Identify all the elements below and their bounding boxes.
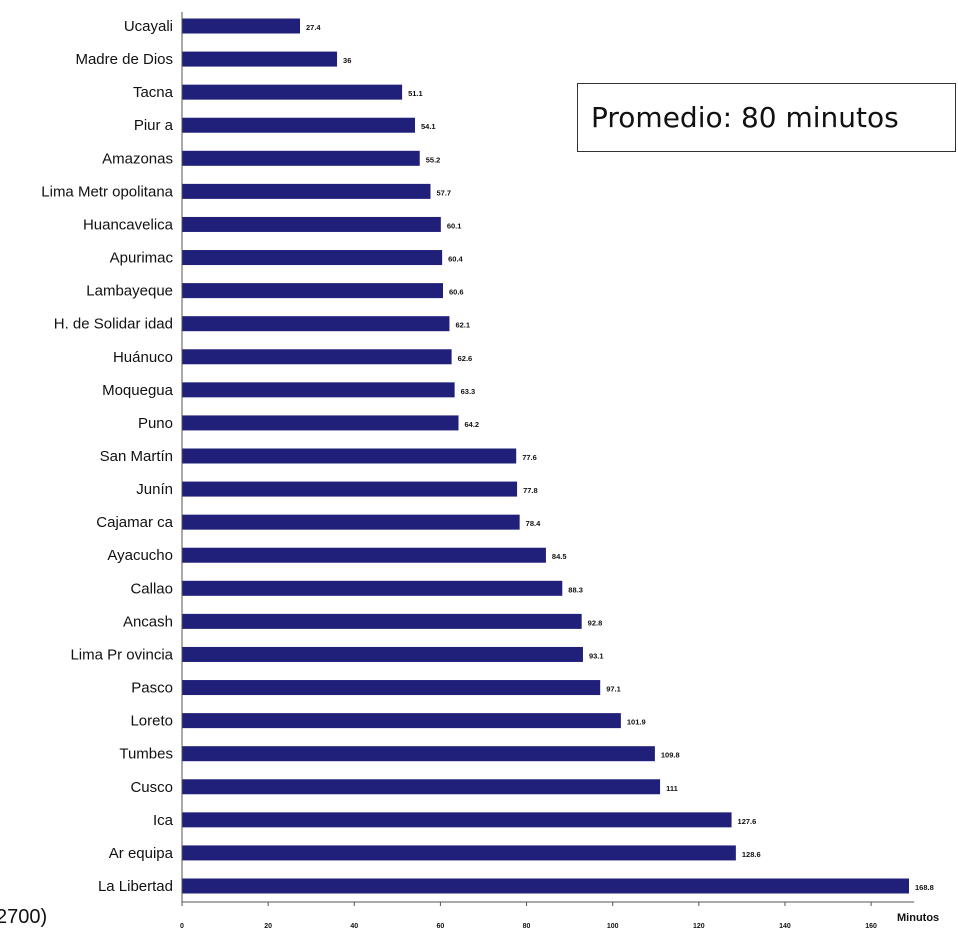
value-label: 93.1 [589, 651, 604, 660]
bar [182, 316, 450, 332]
category-label: Ica [153, 812, 174, 829]
category-label: Cusco [130, 779, 173, 796]
value-label: 51.1 [408, 89, 423, 98]
bar [182, 150, 420, 166]
category-label: Loreto [130, 713, 173, 730]
category-label: La Libertad [98, 878, 173, 895]
category-label: Cajamar ca [96, 514, 173, 531]
value-labels: 27.4 36 51.1 54.1 55.2 57.7 60.1 60.4 60.6 62.1 62… [306, 23, 934, 892]
category-label: Huancavelica [83, 216, 174, 233]
value-label: 88.3 [568, 585, 583, 594]
category-label: Madre de Dios [75, 51, 173, 68]
bar [182, 216, 441, 232]
category-label: Ar equipa [109, 845, 174, 862]
value-label: 97.1 [606, 685, 621, 694]
value-label: 78.4 [526, 519, 541, 528]
x-axis-title: Minutos [897, 912, 939, 924]
value-label: 77.8 [523, 486, 538, 495]
bar [182, 713, 621, 729]
bar [182, 448, 517, 464]
category-label: Lima Metr opolitana [41, 183, 173, 200]
category-label: Puno [138, 415, 173, 432]
x-tick-label: 20 [264, 923, 272, 929]
value-label: 77.6 [522, 453, 537, 462]
bar [182, 878, 909, 894]
x-tick-label: 80 [523, 923, 531, 929]
category-label: Moquegua [102, 382, 174, 399]
average-callout: Promedio: 80 minutos [577, 83, 956, 152]
category-label: Piur a [134, 117, 174, 134]
value-label: 111 [666, 784, 678, 793]
bar [182, 481, 518, 497]
bar [182, 415, 459, 431]
value-label: 127.6 [738, 817, 757, 826]
x-tick-label: 0 [180, 923, 184, 929]
category-label: Lambayeque [86, 283, 173, 300]
value-label: 62.6 [458, 354, 473, 363]
x-tick-label: 40 [350, 923, 358, 929]
value-label: 168.8 [915, 883, 934, 892]
category-label: Ucayali [124, 18, 173, 35]
value-label: 128.6 [742, 850, 761, 859]
category-label: Callao [130, 580, 173, 597]
bar [182, 779, 661, 795]
bar [182, 250, 443, 266]
category-label: Tacna [133, 84, 174, 101]
bar [182, 51, 338, 67]
category-label: H. de Solidar idad [54, 316, 173, 333]
bars [182, 18, 909, 894]
x-tick-label: 140 [779, 923, 791, 929]
value-label: 92.8 [588, 618, 603, 627]
category-label: Apurimac [110, 250, 174, 267]
x-tick-label: 100 [607, 923, 619, 929]
bar [182, 84, 403, 100]
category-label: Lima Pr ovincia [70, 646, 173, 663]
category-label: Tumbes [119, 746, 173, 763]
category-label: Amazonas [102, 150, 173, 167]
bar [182, 812, 732, 828]
bar [182, 18, 301, 34]
value-label: 84.5 [552, 552, 567, 561]
value-label: 62.1 [455, 321, 470, 330]
x-tick-label: 160 [865, 923, 877, 929]
bar [182, 646, 583, 662]
bar [182, 547, 546, 563]
value-label: 60.1 [447, 221, 462, 230]
category-labels: Ucayali Madre de Dios Tacna Piur a Amazonas L… [41, 18, 173, 895]
category-label: Junín [136, 481, 173, 498]
category-label: San Martín [100, 448, 173, 465]
value-label: 27.4 [306, 23, 321, 32]
bar [182, 580, 563, 596]
x-tick-label: 120 [693, 923, 705, 929]
value-label: 109.8 [661, 751, 680, 760]
value-label: 57.7 [437, 188, 452, 197]
value-label: 63.3 [461, 387, 476, 396]
cropped-text: 2700) [0, 906, 48, 928]
value-label: 55.2 [426, 155, 441, 164]
value-label: 60.6 [449, 288, 464, 297]
value-label: 64.2 [465, 420, 480, 429]
category-label: Huánuco [113, 349, 173, 366]
bar [182, 283, 443, 299]
bar [182, 680, 601, 696]
value-label: 60.4 [448, 255, 463, 264]
x-tick-label: 60 [437, 923, 445, 929]
category-label: Ayacucho [107, 547, 173, 564]
bar [182, 514, 520, 530]
bar [182, 845, 736, 861]
bar [182, 382, 455, 398]
bar [182, 117, 416, 133]
bar [182, 746, 655, 762]
bar [182, 349, 452, 365]
x-ticks: 0 20 40 60 80 100 120 140 160 [180, 902, 877, 929]
bar [182, 183, 431, 199]
value-label: 36 [343, 56, 351, 65]
value-label: 101.9 [627, 718, 646, 727]
category-label: Ancash [123, 613, 173, 630]
bar [182, 613, 582, 629]
category-label: Pasco [131, 680, 173, 697]
value-label: 54.1 [421, 122, 436, 131]
